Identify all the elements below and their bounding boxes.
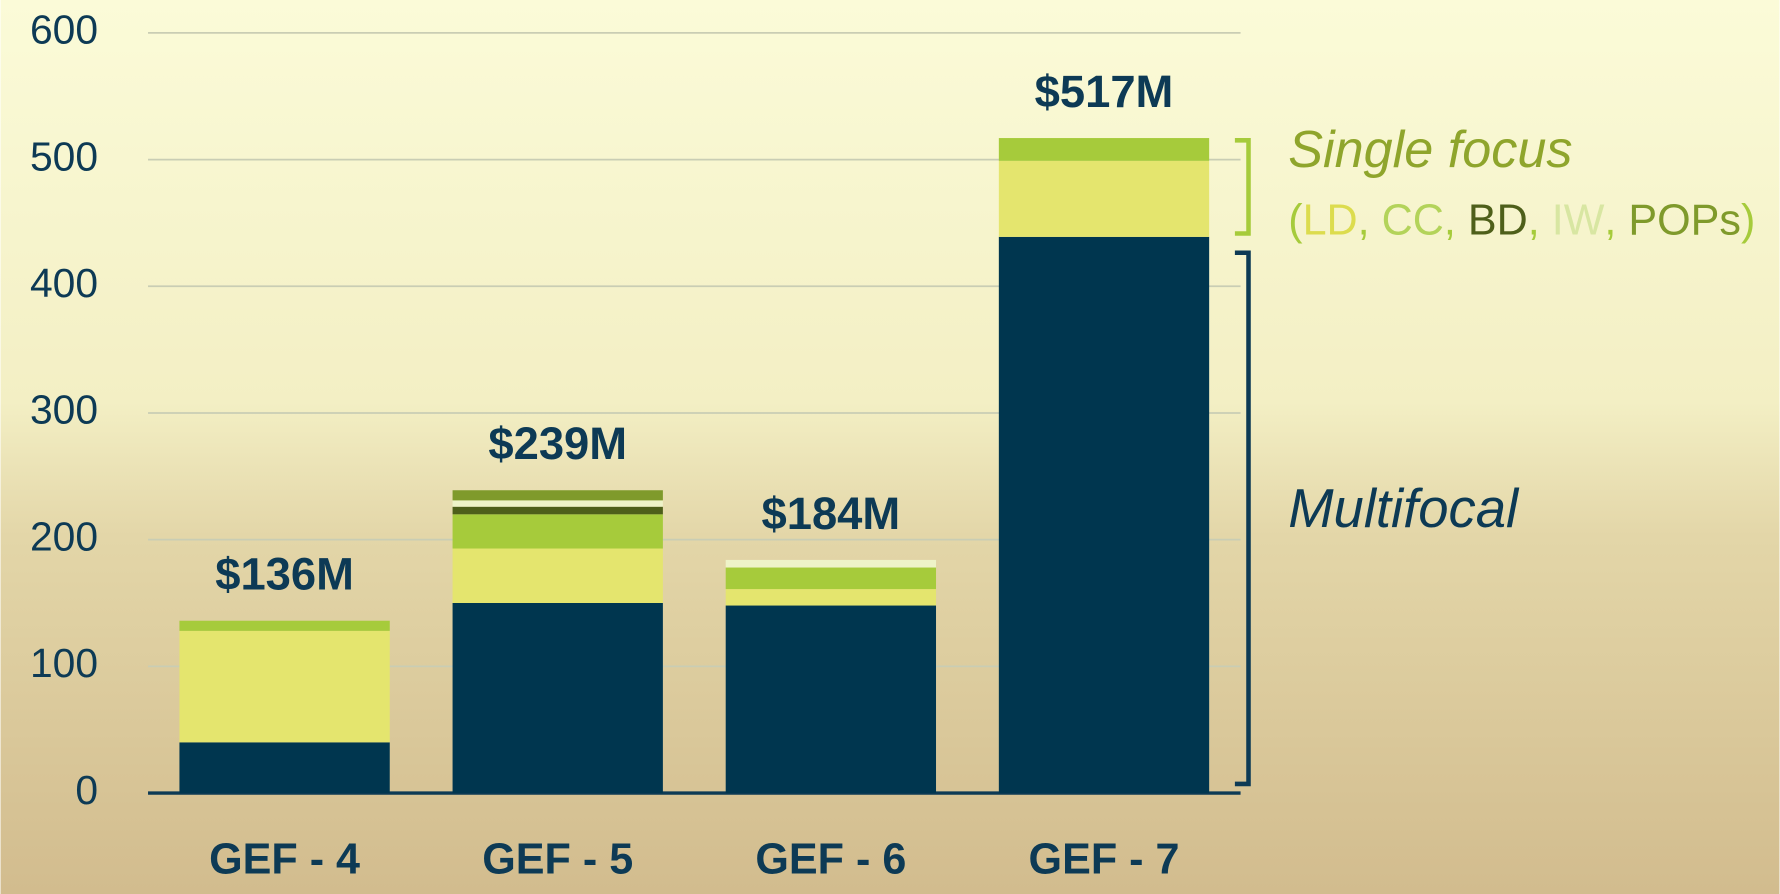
legend-open: ( — [1288, 197, 1303, 245]
bar-segment — [452, 500, 663, 507]
single-focus-bracket — [1234, 138, 1251, 236]
legend: (LD, CC, BD, IW, POPs) — [1288, 197, 1755, 245]
bar-segment — [998, 138, 1210, 161]
multifocal-label: Multifocal — [1288, 478, 1520, 539]
bar-segment — [998, 160, 1210, 237]
x-tick-label: GEF - 7 — [1029, 836, 1180, 884]
bar-segment — [725, 589, 937, 606]
legend-entry: POPs — [1628, 197, 1741, 245]
y-tick-label: 600 — [30, 7, 98, 53]
multifocal-bracket — [1234, 250, 1251, 787]
bar-segment — [179, 620, 390, 631]
bar-segment — [998, 236, 1210, 794]
y-tick-label: 0 — [75, 767, 98, 813]
bar-segment — [179, 742, 390, 794]
legend-close: ) — [1741, 197, 1755, 245]
bar-segment — [452, 490, 663, 501]
labels: 0 100 200 300 400 500 600 GEF - 4 $136M GEF - 5 $2… — [30, 7, 1179, 884]
total-label: $184M — [761, 488, 900, 539]
bar-segment — [452, 602, 663, 794]
bar-segment — [179, 630, 390, 743]
legend-separator: , — [1444, 197, 1468, 245]
total-label: $517M — [1035, 66, 1174, 117]
bar-segment — [725, 559, 937, 568]
legend-separator: , — [1604, 197, 1628, 245]
legend-entry: LD — [1303, 197, 1358, 245]
legend-entry: CC — [1382, 197, 1444, 245]
legend-entry: IW — [1552, 197, 1605, 245]
single-focus-label: Single focus — [1288, 121, 1572, 179]
bar-segment — [725, 567, 937, 590]
y-tick-label: 100 — [30, 640, 98, 686]
y-tick-label: 400 — [30, 260, 98, 306]
y-tick-label: 500 — [30, 133, 98, 179]
x-tick-label: GEF - 6 — [755, 836, 906, 884]
total-label: $239M — [488, 418, 627, 469]
x-tick-label: GEF - 4 — [209, 836, 360, 884]
total-label: $136M — [215, 549, 354, 600]
y-tick-label: 300 — [30, 387, 98, 433]
bar-segment — [452, 514, 663, 549]
legend-separator: , — [1528, 197, 1552, 245]
bar-segment — [725, 605, 937, 794]
y-tick-label: 200 — [30, 513, 98, 559]
bar-segment — [452, 506, 663, 515]
bar-segment — [452, 548, 663, 603]
legend-entry: BD — [1468, 197, 1528, 245]
bars — [179, 138, 1210, 794]
legend-separator: , — [1358, 197, 1382, 245]
x-tick-label: GEF - 5 — [482, 836, 633, 884]
